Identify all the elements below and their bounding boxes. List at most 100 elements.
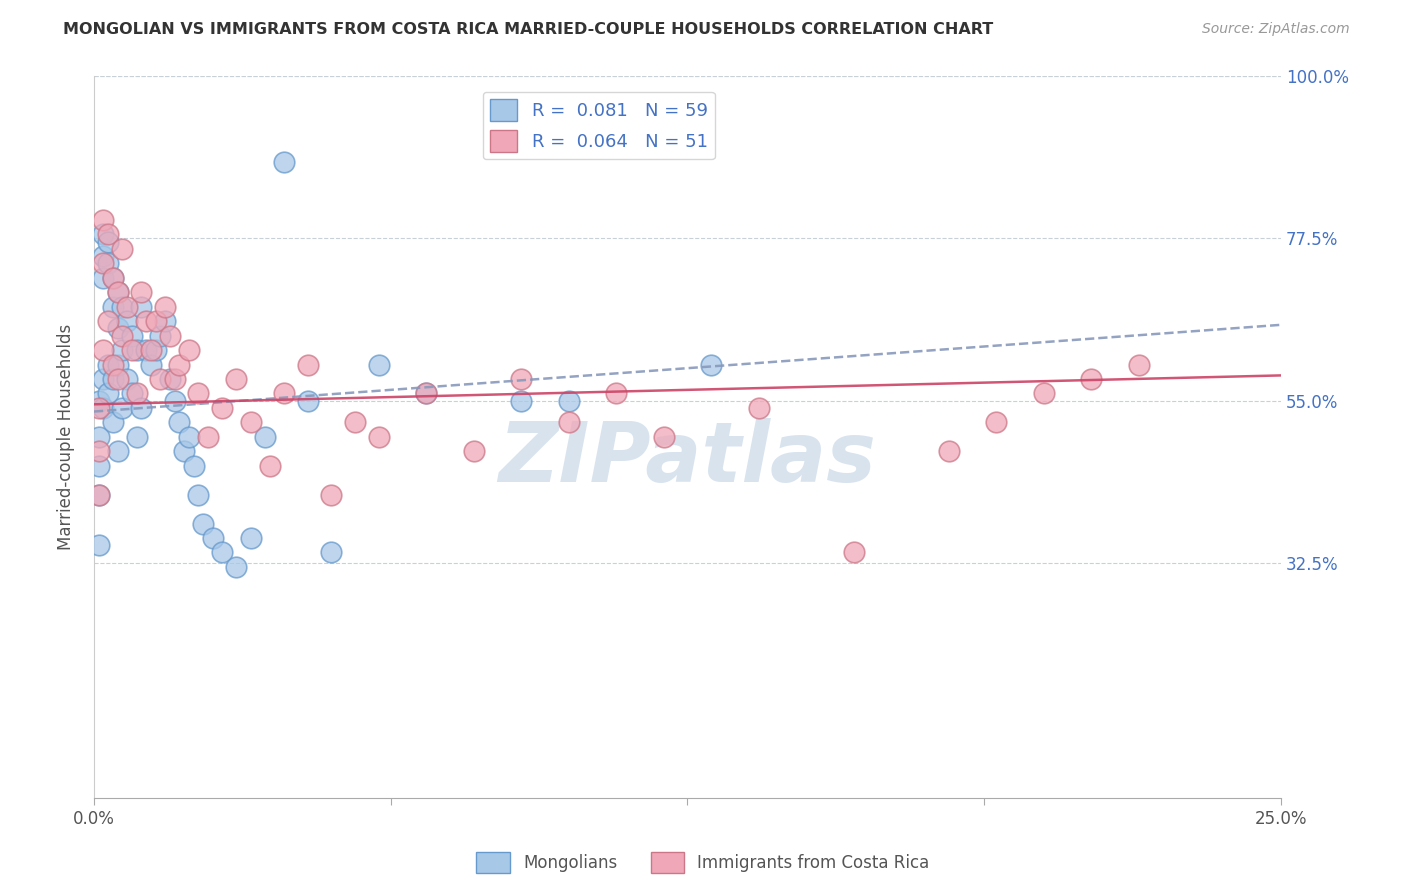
Text: Source: ZipAtlas.com: Source: ZipAtlas.com xyxy=(1202,22,1350,37)
Point xyxy=(415,386,437,401)
Point xyxy=(93,270,115,285)
Point xyxy=(558,393,581,408)
Point xyxy=(183,458,205,473)
Point xyxy=(225,372,247,386)
Point xyxy=(97,386,120,401)
Point xyxy=(259,458,281,473)
Point xyxy=(239,531,262,545)
Point xyxy=(558,416,581,430)
Point xyxy=(201,531,224,545)
Point xyxy=(125,343,148,358)
Point xyxy=(107,321,129,335)
Point xyxy=(239,416,262,430)
Point xyxy=(984,416,1007,430)
Point xyxy=(169,358,191,372)
Point xyxy=(93,227,115,242)
Point xyxy=(367,430,389,444)
Point xyxy=(111,300,134,314)
Point xyxy=(107,372,129,386)
Y-axis label: Married-couple Households: Married-couple Households xyxy=(58,324,75,550)
Point xyxy=(510,372,533,386)
Point xyxy=(211,401,233,415)
Point xyxy=(93,213,115,227)
Point xyxy=(139,343,162,358)
Point xyxy=(125,386,148,401)
Point xyxy=(87,401,110,415)
Point xyxy=(163,393,186,408)
Point xyxy=(131,300,153,314)
Point xyxy=(177,430,200,444)
Point xyxy=(367,358,389,372)
Point xyxy=(225,560,247,574)
Point xyxy=(145,343,167,358)
Point xyxy=(93,401,115,415)
Point xyxy=(191,516,214,531)
Point xyxy=(700,358,723,372)
Point xyxy=(169,416,191,430)
Point xyxy=(273,386,295,401)
Point xyxy=(1080,372,1102,386)
Point xyxy=(107,285,129,300)
Point xyxy=(115,372,138,386)
Point xyxy=(344,416,367,430)
Point xyxy=(605,386,627,401)
Point xyxy=(652,430,675,444)
Point xyxy=(87,458,110,473)
Point xyxy=(211,545,233,559)
Point xyxy=(177,343,200,358)
Point xyxy=(93,256,115,270)
Point xyxy=(938,444,960,458)
Text: MONGOLIAN VS IMMIGRANTS FROM COSTA RICA MARRIED-COUPLE HOUSEHOLDS CORRELATION CH: MONGOLIAN VS IMMIGRANTS FROM COSTA RICA … xyxy=(63,22,994,37)
Point xyxy=(135,343,157,358)
Point xyxy=(101,300,124,314)
Point xyxy=(87,430,110,444)
Point xyxy=(153,300,176,314)
Point xyxy=(101,358,124,372)
Point xyxy=(121,386,143,401)
Point xyxy=(107,444,129,458)
Point xyxy=(97,314,120,328)
Point xyxy=(321,545,343,559)
Point xyxy=(111,343,134,358)
Point xyxy=(101,416,124,430)
Point xyxy=(149,372,172,386)
Point xyxy=(107,358,129,372)
Point xyxy=(87,444,110,458)
Point xyxy=(187,386,209,401)
Point xyxy=(93,249,115,263)
Text: ZIPatlas: ZIPatlas xyxy=(499,418,876,499)
Point xyxy=(1128,358,1150,372)
Point xyxy=(273,155,295,169)
Point xyxy=(111,242,134,256)
Point xyxy=(145,314,167,328)
Point xyxy=(159,328,181,343)
Point xyxy=(748,401,770,415)
Point xyxy=(97,256,120,270)
Point xyxy=(163,372,186,386)
Point xyxy=(187,488,209,502)
Point xyxy=(197,430,219,444)
Point xyxy=(139,358,162,372)
Point xyxy=(115,314,138,328)
Point xyxy=(415,386,437,401)
Point xyxy=(101,372,124,386)
Point xyxy=(97,358,120,372)
Point xyxy=(97,235,120,249)
Point xyxy=(297,358,319,372)
Legend: Mongolians, Immigrants from Costa Rica: Mongolians, Immigrants from Costa Rica xyxy=(470,846,936,880)
Point xyxy=(87,393,110,408)
Point xyxy=(121,328,143,343)
Point xyxy=(121,343,143,358)
Point xyxy=(159,372,181,386)
Legend: R =  0.081   N = 59, R =  0.064   N = 51: R = 0.081 N = 59, R = 0.064 N = 51 xyxy=(482,92,714,160)
Point xyxy=(101,270,124,285)
Point xyxy=(297,393,319,408)
Point xyxy=(321,488,343,502)
Point xyxy=(149,328,172,343)
Point xyxy=(253,430,276,444)
Point xyxy=(173,444,195,458)
Point xyxy=(93,372,115,386)
Point xyxy=(107,285,129,300)
Point xyxy=(115,300,138,314)
Point xyxy=(87,538,110,552)
